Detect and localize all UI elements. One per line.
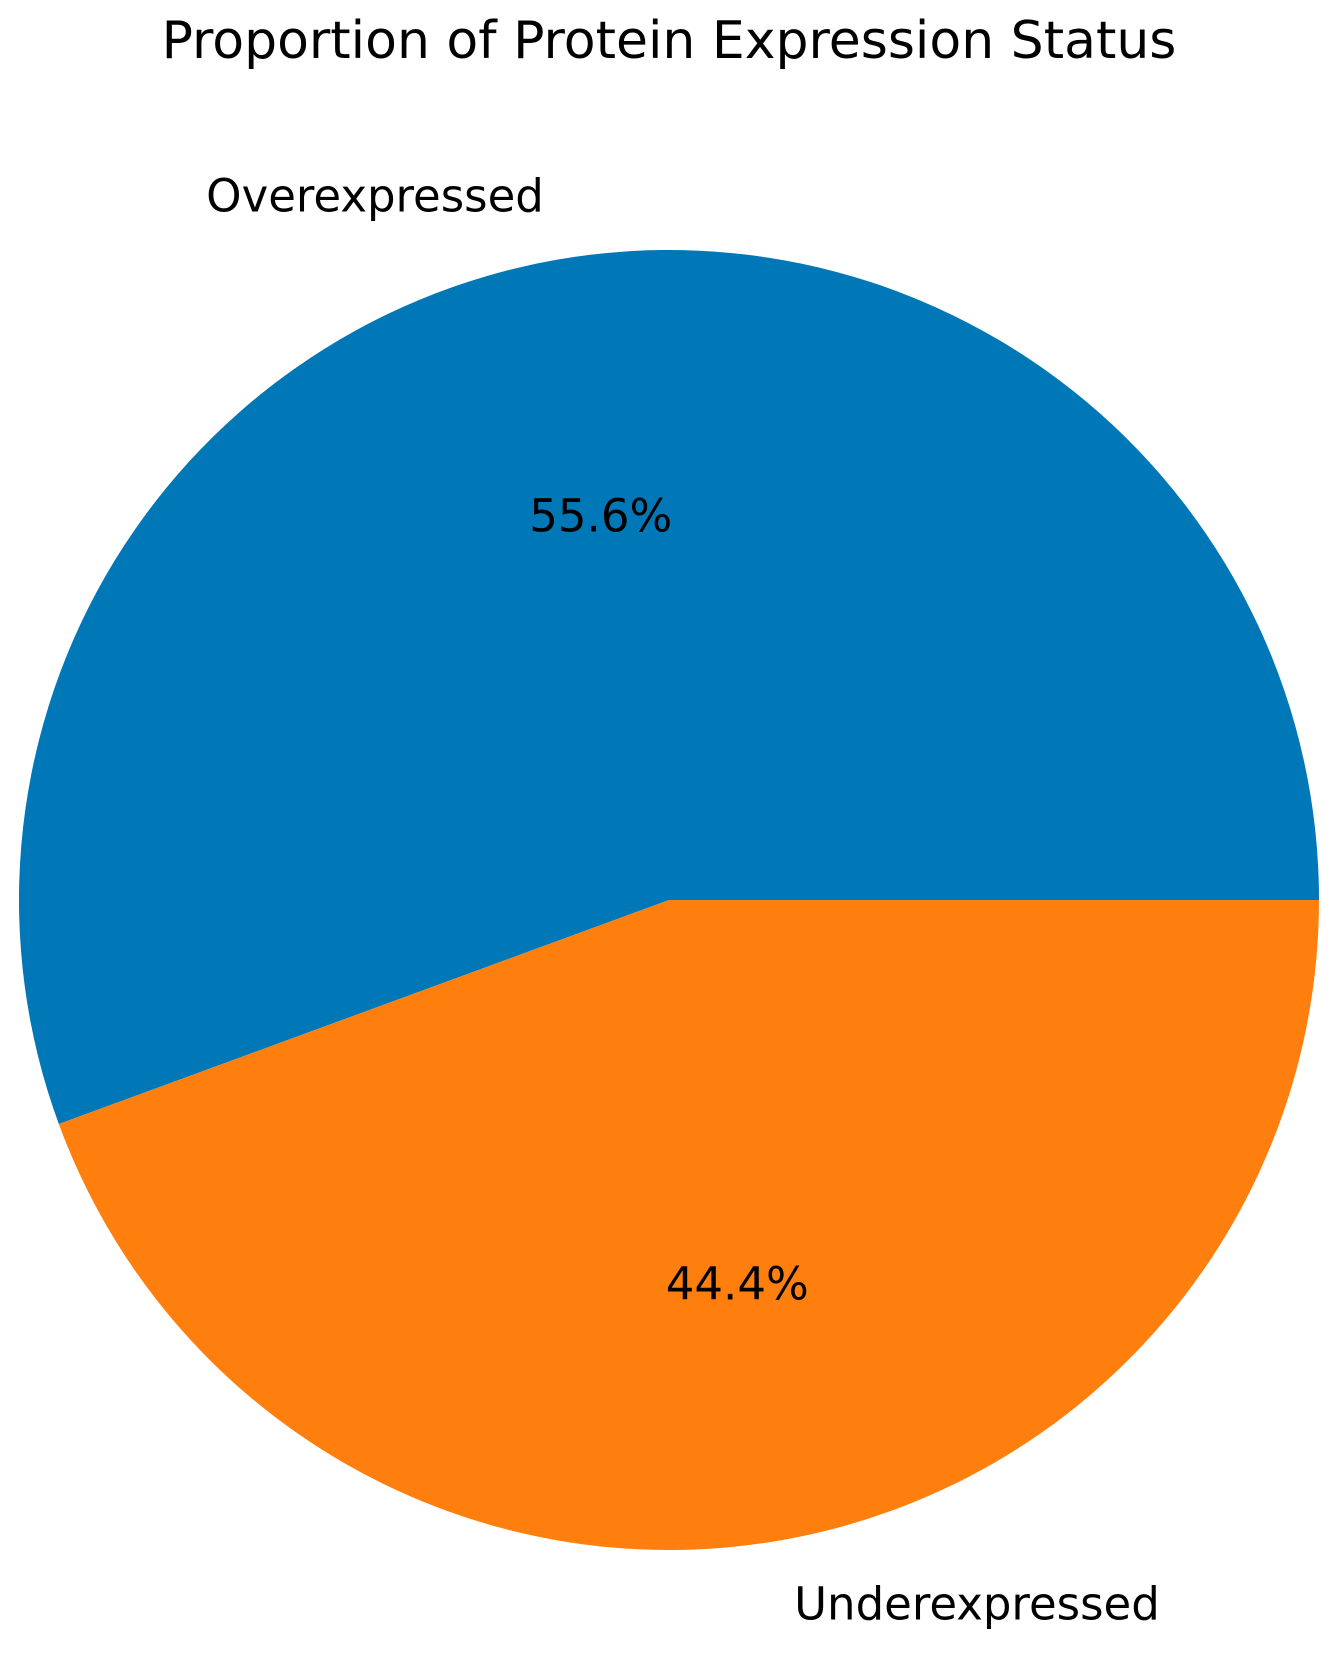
chart-title: Proportion of Protein Expression Status — [162, 11, 1177, 71]
pie-slices — [19, 250, 1320, 1551]
pie-slice-underexpressed — [58, 900, 1320, 1551]
pie-slice-overexpressed — [19, 250, 1320, 1125]
slice-percent-label: 44.4% — [666, 1257, 809, 1310]
slice-percent-label: 55.6% — [529, 490, 672, 543]
slice-category-label: Underexpressed — [794, 1577, 1160, 1630]
slice-category-label: Overexpressed — [206, 170, 544, 223]
pie-labels: 55.6% Overexpressed 44.4% Underexpressed — [206, 170, 1160, 1631]
